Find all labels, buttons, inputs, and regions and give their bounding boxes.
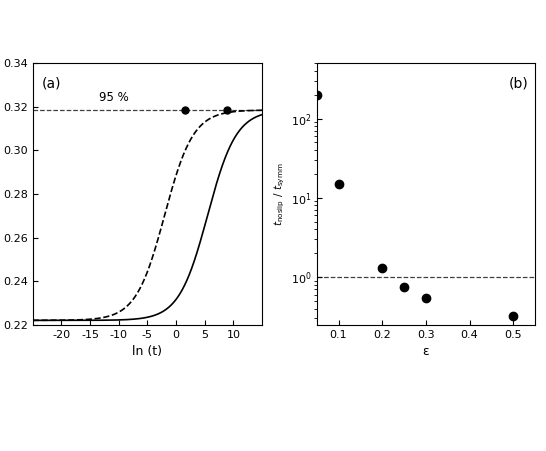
- X-axis label: ε: ε: [423, 345, 429, 358]
- X-axis label: ln (t): ln (t): [133, 345, 162, 358]
- Text: 95 %: 95 %: [99, 91, 128, 104]
- Y-axis label: $t_{\rm noslip}\ /\ t_{\rm symm}$: $t_{\rm noslip}\ /\ t_{\rm symm}$: [272, 162, 287, 226]
- Text: (b): (b): [509, 76, 529, 90]
- Text: (a): (a): [42, 76, 62, 90]
